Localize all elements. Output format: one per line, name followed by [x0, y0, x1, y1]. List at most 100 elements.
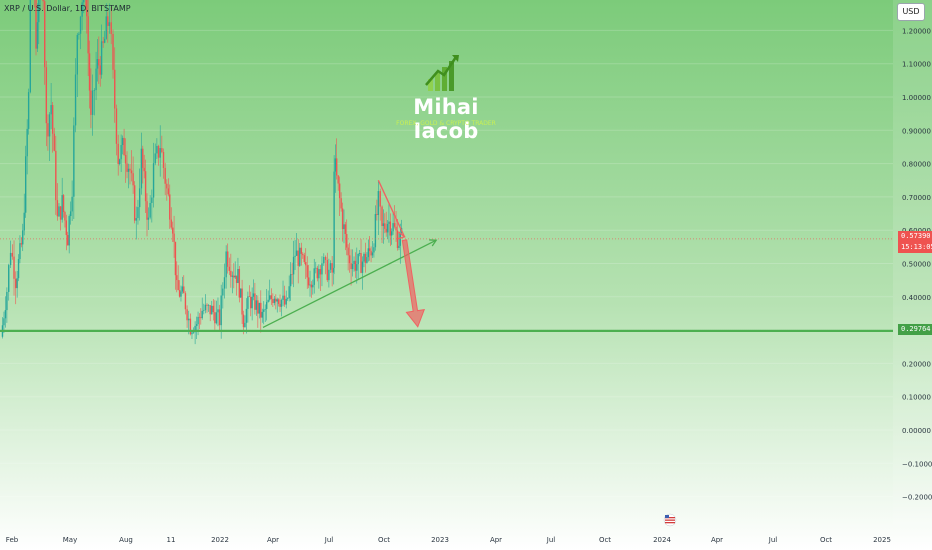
candle-body	[237, 269, 239, 283]
y-tick-label: 0.00000	[902, 427, 931, 435]
y-tick-label: 0.90000	[902, 127, 931, 135]
candle-body	[58, 206, 60, 217]
candle-body	[69, 211, 72, 217]
candle-body	[263, 309, 265, 312]
trendline-arrowhead	[397, 231, 406, 240]
candle-body	[223, 277, 226, 289]
flag-icon	[663, 513, 677, 527]
candle-body	[279, 303, 281, 307]
candle-body	[218, 309, 221, 326]
x-tick-label: 2023	[431, 536, 449, 544]
candle-body	[47, 123, 49, 137]
candle-body	[174, 241, 177, 276]
candle-body	[309, 284, 311, 286]
candle-body	[282, 295, 284, 300]
candle-body	[115, 108, 118, 144]
candle-body	[22, 230, 24, 245]
candle-body	[99, 65, 101, 75]
currency-button[interactable]: USD	[897, 3, 925, 21]
candle-body	[212, 305, 215, 313]
x-tick-label: Oct	[820, 536, 832, 544]
candle-body	[123, 137, 125, 155]
candle-body	[291, 274, 293, 275]
countdown-badge: 15:13:05	[898, 242, 932, 253]
candle-body	[357, 254, 359, 265]
candle-body	[398, 245, 400, 248]
candle-body	[353, 260, 355, 264]
candle-body	[56, 200, 59, 217]
x-tick-label: Feb	[6, 536, 19, 544]
x-tick-label: Jul	[324, 536, 334, 544]
candle-body	[204, 304, 207, 311]
candle-body	[172, 227, 174, 234]
candle-body	[135, 218, 137, 221]
candle-body	[214, 312, 216, 324]
symbol-title: XRP / U.S. Dollar, 1D, BITSTAMP	[4, 4, 131, 13]
support-price-badge: 0.29764	[898, 324, 932, 335]
candle-body	[26, 128, 28, 157]
candle-body	[67, 235, 69, 246]
candle-body	[147, 217, 150, 220]
candle-body	[393, 223, 396, 227]
projection-arrow[interactable]	[401, 239, 426, 328]
candle-body	[294, 255, 296, 257]
candle-body	[90, 90, 92, 115]
candle-body	[285, 298, 287, 305]
candle-body	[83, 0, 85, 3]
candle-body	[186, 309, 188, 321]
candle-body	[124, 154, 127, 164]
candle-body	[98, 59, 100, 66]
candle-body	[16, 278, 18, 289]
x-tick-label: Aug	[119, 536, 133, 544]
candle-body	[283, 295, 286, 305]
candle-body	[209, 305, 211, 315]
candle-body	[61, 195, 63, 220]
candle-body	[225, 251, 227, 278]
candle-body	[23, 212, 25, 231]
descending-trendline[interactable]	[377, 179, 406, 238]
candle-body	[198, 316, 201, 318]
candle-body	[200, 317, 202, 319]
candle-body	[242, 314, 245, 328]
candle-body	[389, 221, 392, 236]
x-tick-label: 11	[167, 536, 176, 544]
candle-body	[385, 228, 387, 233]
y-tick-label: 0.80000	[902, 161, 931, 169]
candle-body	[288, 286, 290, 299]
candle-body	[118, 159, 121, 165]
candle-body	[167, 188, 170, 195]
x-tick-label: Jul	[546, 536, 556, 544]
candle-body	[107, 16, 109, 26]
candle-body	[48, 114, 51, 137]
candle-body	[59, 206, 62, 220]
candle-body	[173, 233, 175, 242]
candle-body	[140, 148, 143, 189]
candle-body	[235, 275, 238, 283]
trendline-arrowhead	[429, 239, 438, 247]
candle-body	[334, 158, 337, 172]
candle-body	[170, 219, 172, 228]
candle-body	[350, 263, 352, 270]
candle-body	[260, 302, 262, 318]
candle-body	[238, 269, 241, 298]
candle-body	[305, 261, 307, 266]
candle-body	[156, 145, 158, 154]
candle-body	[337, 175, 339, 184]
candle-body	[300, 247, 303, 254]
candle-body	[195, 324, 198, 326]
candle-body	[361, 261, 364, 273]
candle-body	[245, 308, 248, 323]
candle-body	[286, 298, 289, 299]
candle-body	[303, 255, 305, 262]
candle-body	[9, 252, 12, 266]
candle-body	[292, 256, 295, 275]
y-tick-label: 0.70000	[902, 194, 931, 202]
candle-body	[228, 266, 230, 271]
candle-body	[133, 185, 136, 221]
x-tick-label: May	[63, 536, 77, 544]
candle-body	[166, 183, 168, 189]
candle-body	[371, 252, 374, 256]
candle-body	[358, 253, 361, 255]
